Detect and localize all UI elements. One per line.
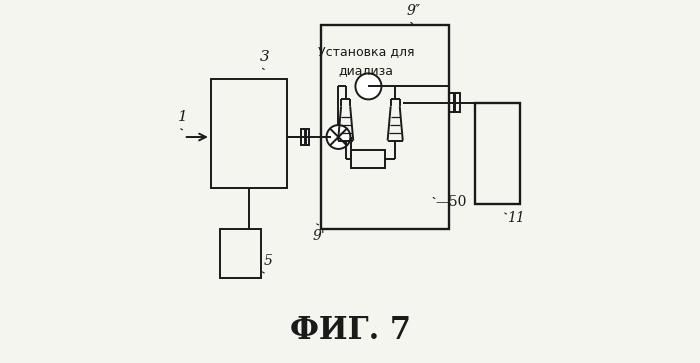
Text: ФИГ. 7: ФИГ. 7	[290, 315, 410, 346]
Text: 5: 5	[264, 254, 273, 268]
Text: 3: 3	[260, 50, 270, 64]
Text: Установка для: Установка для	[318, 45, 414, 58]
Circle shape	[356, 73, 382, 99]
Text: 9″: 9″	[406, 4, 420, 18]
Circle shape	[326, 125, 351, 149]
Bar	[449, 93, 454, 112]
Bar	[306, 129, 309, 145]
Bar	[301, 129, 304, 145]
Text: —50: —50	[435, 195, 467, 209]
Bar	[211, 79, 287, 188]
Text: 11: 11	[508, 211, 525, 225]
Bar	[220, 229, 261, 278]
Text: 9': 9'	[313, 229, 326, 243]
Bar	[475, 103, 520, 204]
Text: 1: 1	[178, 110, 188, 125]
Bar	[351, 150, 385, 168]
Text: диализа: диализа	[339, 64, 394, 77]
Bar	[321, 25, 449, 229]
Bar	[455, 93, 460, 112]
